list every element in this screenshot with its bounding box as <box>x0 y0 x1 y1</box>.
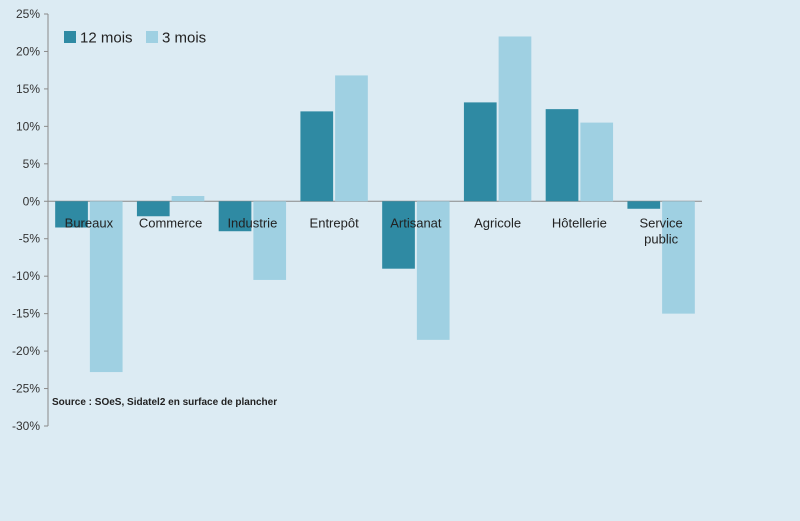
bar-series2-3 <box>335 75 368 202</box>
category-label: Commerce <box>139 215 203 230</box>
y-tick-label: -10% <box>12 269 40 283</box>
y-tick-label: 20% <box>16 44 40 58</box>
y-tick-label: 10% <box>16 119 40 133</box>
y-tick-label: -30% <box>12 419 40 433</box>
bar-series2-2 <box>253 201 287 280</box>
legend-swatch <box>146 31 158 43</box>
category-label: Entrepôt <box>310 215 360 230</box>
bar-series2-5 <box>498 36 532 202</box>
bars <box>55 36 695 373</box>
y-tick-label: 25% <box>16 7 40 21</box>
category-label: Artisanat <box>390 215 442 230</box>
y-tick-label: -20% <box>12 344 40 358</box>
bar-series1-5 <box>463 102 497 202</box>
bar-series2-7 <box>662 201 695 314</box>
category-label: Bureaux <box>65 215 114 230</box>
bar-series1-2 <box>218 201 252 232</box>
category-label: Agricole <box>474 215 521 230</box>
bar-series2-1 <box>171 196 205 202</box>
y-tick-label: -25% <box>12 382 40 396</box>
legend-swatch <box>64 31 76 43</box>
y-tick-label: 5% <box>23 157 41 171</box>
source-note: Source : SOeS, Sidatel2 en surface de pl… <box>52 397 277 408</box>
category-labels: Bureaux Commerce Industrie Entrepôt Artisana… <box>65 215 683 246</box>
y-tick-label: -15% <box>12 307 40 321</box>
legend-label: 12 mois <box>80 30 133 47</box>
legend-label: 3 mois <box>162 30 206 47</box>
bar-series2-6 <box>580 122 614 202</box>
legend: 12 mois 3 mois <box>64 30 206 47</box>
bar-series2-4 <box>416 201 450 340</box>
y-tick-label: -5% <box>19 232 41 246</box>
category-label: Service public <box>639 215 682 246</box>
y-tick-label: 0% <box>23 194 41 208</box>
y-tick-label: 15% <box>16 82 40 96</box>
bar-series1-6 <box>545 109 579 202</box>
category-label: Hôtellerie <box>552 215 607 230</box>
y-axis: -30% -25% -20% -15% -10% -5% 0% 5% 10% 15% 20% 25% <box>12 7 702 433</box>
bar-series1-1 <box>136 201 170 217</box>
bar-series1-4 <box>382 201 415 269</box>
bar-series1-7 <box>627 201 661 209</box>
category-label: Industrie <box>227 215 277 230</box>
bar-series1-3 <box>300 111 334 202</box>
bar-series2-0 <box>89 201 123 373</box>
bar-series1-0 <box>55 201 88 228</box>
